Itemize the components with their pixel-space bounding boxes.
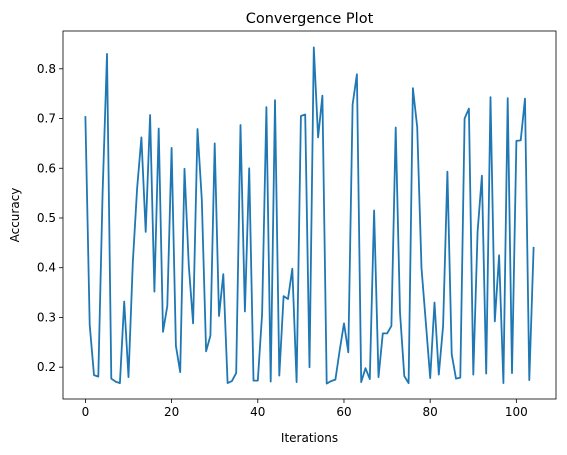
accuracy-series-line [84,46,535,385]
y-tick-label: 0.6 [37,161,56,175]
chart-title: Convergence Plot [246,11,374,27]
y-axis-label: Accuracy [8,188,22,243]
x-tick-label: 0 [82,405,90,419]
y-tick-label: 0.5 [37,211,56,225]
line-layer [84,46,535,385]
x-tick-label: 100 [505,405,528,419]
x-tick-label: 60 [336,405,351,419]
y-tick-label: 0.3 [37,310,56,324]
y-tick-label: 0.7 [37,112,56,126]
x-tick-label: 20 [164,405,179,419]
x-axis-label: Iterations [281,431,338,445]
x-tick-label: 80 [423,405,438,419]
ticks-layer: 0 20 40 60 80 100 0.2 0.3 0.4 0.5 0.6 0.7 0.8 [37,62,528,419]
y-tick-label: 0.4 [37,261,56,275]
y-tick-label: 0.8 [37,62,56,76]
plot-area-frame [62,30,557,400]
x-tick-label: 40 [250,405,265,419]
y-tick-label: 0.2 [37,360,56,374]
